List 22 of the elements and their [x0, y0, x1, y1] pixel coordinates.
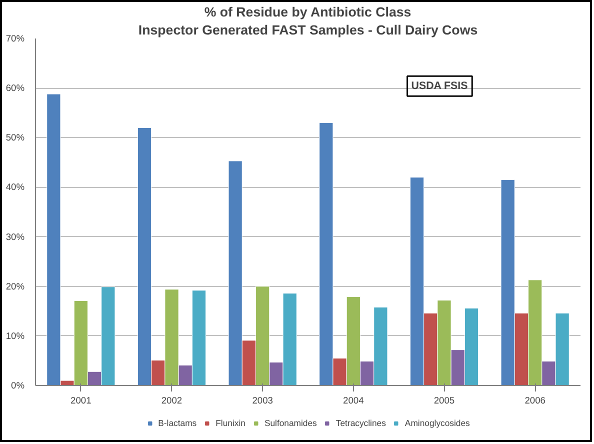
legend-label: Flunixin [216, 418, 246, 428]
y-tick-label: 50% [6, 132, 24, 143]
y-tick-label: 60% [6, 83, 24, 94]
legend-label: B-lactams [158, 418, 197, 428]
legend-label: Tetracyclines [336, 418, 386, 428]
x-tick-label: 2003 [252, 396, 273, 406]
x-tick-label: 2004 [343, 396, 364, 406]
y-tick-label: 70% [6, 34, 24, 44]
chart-subtitle: Inspector Generated FAST Samples - Cull Dairy Cows [138, 22, 478, 38]
y-tick-label: 30% [6, 232, 24, 242]
y-tick-label: 20% [6, 281, 24, 292]
x-tick-label: 2006 [524, 396, 546, 406]
legend-label: Sulfonamides [264, 418, 317, 428]
y-tick-label: 40% [6, 182, 24, 192]
x-tick-label: 2002 [161, 396, 182, 406]
chart-title: % of Residue by Antibiotic Class [204, 4, 412, 20]
legend-label: Aminoglycosides [404, 418, 470, 428]
x-tick-label: 2001 [70, 396, 92, 406]
y-tick-label: 10% [6, 330, 24, 341]
annotation: USDA FSIS [411, 80, 468, 92]
y-tick-label: 0% [11, 380, 24, 390]
x-tick-label: 2005 [434, 396, 455, 406]
